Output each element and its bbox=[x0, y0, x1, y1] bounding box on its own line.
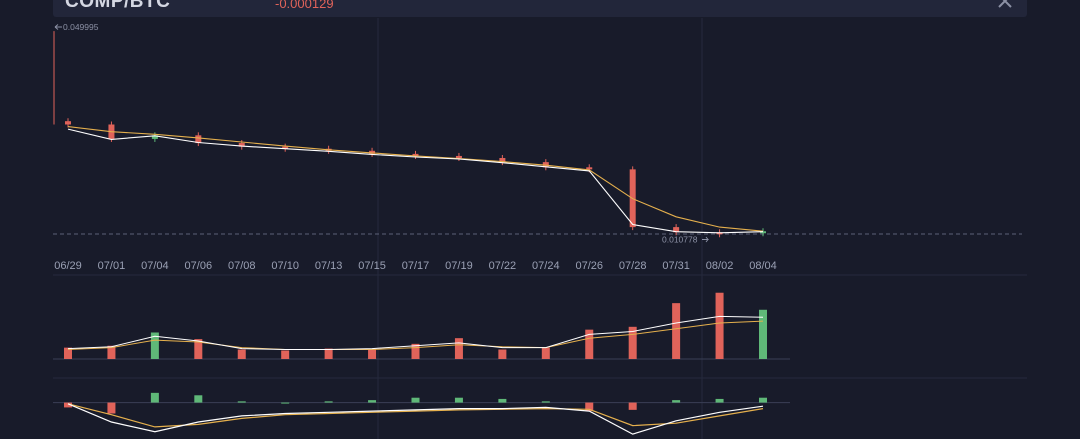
x-tick-label: 07/17 bbox=[402, 260, 430, 272]
macd-histogram-bar bbox=[759, 397, 767, 403]
macd-histogram-bar bbox=[324, 401, 333, 403]
candle-body bbox=[455, 155, 462, 159]
macd-histogram-bar bbox=[107, 402, 116, 414]
volume-bar bbox=[411, 343, 420, 359]
pair-title: COMP/BTC bbox=[65, 0, 171, 12]
macd-histogram-bar bbox=[541, 401, 550, 403]
x-tick-label: 07/26 bbox=[575, 260, 603, 272]
low-price-label: 0.010778 bbox=[662, 235, 698, 245]
macd-histogram-bar bbox=[64, 402, 72, 408]
x-tick-label: 07/19 bbox=[445, 260, 473, 272]
x-tick-label: 06/29 bbox=[54, 260, 82, 272]
x-tick-label: 07/10 bbox=[271, 260, 299, 272]
high-marker: 0.049995 bbox=[54, 22, 99, 32]
low-marker: 0.010778 bbox=[662, 235, 710, 245]
volume-bar bbox=[715, 292, 724, 359]
volume-bar bbox=[194, 339, 203, 359]
candle-body bbox=[195, 135, 202, 144]
x-tick-label: 07/06 bbox=[185, 260, 213, 272]
volume-bar bbox=[498, 349, 507, 359]
candle-body bbox=[238, 143, 245, 147]
volume-ma-fast-line bbox=[67, 315, 764, 350]
x-tick-label: 07/04 bbox=[141, 260, 169, 272]
volume-bar bbox=[759, 309, 767, 359]
macd-histogram-bar bbox=[194, 395, 203, 403]
candle-body bbox=[282, 146, 289, 149]
volume-bar bbox=[585, 329, 594, 359]
macd-histogram-bar bbox=[368, 400, 377, 403]
candle-body bbox=[673, 227, 680, 233]
x-tick-label: 07/28 bbox=[619, 260, 647, 272]
macd-histogram-bar bbox=[454, 397, 463, 403]
volume-ma-slow-line bbox=[67, 320, 764, 350]
x-tick-label: 07/31 bbox=[662, 260, 690, 272]
macd-histogram-bar bbox=[672, 400, 681, 403]
macd-histogram-bar bbox=[715, 398, 724, 403]
volume-bar bbox=[150, 332, 159, 359]
macd-histogram-bar bbox=[585, 402, 594, 412]
volume-bar bbox=[237, 349, 246, 359]
x-tick-label: 07/15 bbox=[358, 260, 386, 272]
x-tick-label: 07/01 bbox=[98, 260, 126, 272]
macd-dif-line bbox=[67, 403, 764, 435]
macd-histogram-bar bbox=[150, 392, 159, 403]
high-price-label: 0.049995 bbox=[63, 22, 99, 32]
x-tick-label: 07/13 bbox=[315, 260, 343, 272]
volume-bar bbox=[454, 338, 463, 359]
price-ma-fast-line bbox=[67, 128, 764, 234]
candle-body bbox=[369, 150, 376, 154]
price-ma-slow-line bbox=[67, 126, 764, 232]
volume-bar bbox=[324, 348, 333, 359]
grid-lines bbox=[53, 18, 1027, 439]
volume-bar bbox=[672, 303, 681, 359]
x-axis: 06/29 07/01 07/04 07/06 07/08 07/10 07/13 07/15… bbox=[54, 260, 777, 272]
candle-body bbox=[65, 121, 71, 125]
x-tick-label: 07/24 bbox=[532, 260, 560, 272]
volume-panel[interactable] bbox=[53, 292, 790, 360]
x-tick-label: 08/02 bbox=[706, 260, 734, 272]
macd-panel[interactable] bbox=[53, 392, 790, 435]
close-icon[interactable] bbox=[997, 0, 1013, 9]
price-change: -0.000129 bbox=[275, 0, 334, 11]
volume-bar bbox=[541, 347, 550, 359]
candle-body bbox=[499, 158, 506, 163]
macd-histogram-bar bbox=[628, 402, 637, 410]
volume-bar bbox=[368, 349, 377, 359]
macd-histogram-bar bbox=[411, 397, 420, 403]
x-tick-label: 08/04 bbox=[749, 260, 777, 272]
ticker-header: COMP/BTC -0.000129 bbox=[53, 0, 1027, 17]
volume-bar bbox=[64, 347, 72, 359]
x-tick-label: 07/22 bbox=[489, 260, 517, 272]
candle-body bbox=[151, 135, 158, 139]
volume-bar bbox=[281, 350, 290, 359]
macd-histogram-bar bbox=[498, 398, 507, 403]
x-tick-label: 07/08 bbox=[228, 260, 256, 272]
volume-bar bbox=[107, 345, 116, 359]
macd-dea-line bbox=[67, 403, 764, 428]
price-panel[interactable] bbox=[53, 31, 766, 238]
candle-body bbox=[586, 167, 593, 170]
macd-histogram-bar bbox=[237, 401, 246, 403]
candle-body bbox=[412, 153, 419, 156]
volume-bar bbox=[628, 326, 637, 359]
macd-histogram-bar bbox=[281, 402, 290, 404]
